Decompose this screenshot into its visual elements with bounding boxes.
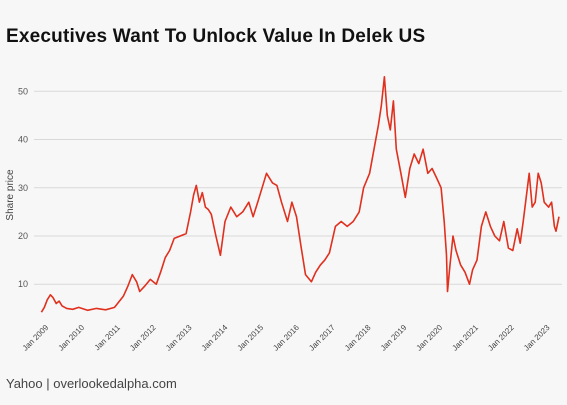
x-axis-ticks: Jan 2009 Jan 2010 Jan 2011 Jan 2012 Jan 2013… (21, 323, 552, 353)
x-tick-label: Jan 2015 (236, 323, 266, 353)
x-tick-label: Jan 2011 (93, 323, 123, 353)
x-tick-label: Jan 2018 (343, 323, 373, 353)
x-tick-label: Jan 2017 (307, 323, 337, 353)
x-tick-label: Jan 2010 (57, 323, 87, 353)
x-tick-label: Jan 2020 (415, 323, 445, 353)
y-axis-label: Share price (5, 169, 16, 221)
x-tick-label: Jan 2023 (522, 323, 552, 353)
source-credit: Yahoo | overlookedalpha.com (6, 376, 177, 391)
y-axis-ticks: 10 20 30 40 50 (18, 86, 28, 289)
y-tick-label: 10 (18, 279, 28, 289)
share-price-line (40, 76, 560, 313)
y-tick-label: 40 (18, 135, 28, 145)
y-tick-label: 20 (18, 231, 28, 241)
x-tick-label: Jan 2021 (450, 323, 480, 353)
y-tick-label: 50 (18, 86, 28, 96)
x-tick-label: Jan 2012 (128, 323, 158, 353)
x-tick-label: Jan 2019 (379, 323, 409, 353)
y-tick-label: 30 (18, 183, 28, 193)
chart-title: Executives Want To Unlock Value In Delek… (6, 26, 426, 47)
x-tick-label: Jan 2022 (486, 323, 516, 353)
x-tick-label: Jan 2009 (21, 323, 51, 353)
x-tick-label: Jan 2013 (164, 323, 194, 353)
x-tick-label: Jan 2014 (200, 323, 230, 353)
x-tick-label: Jan 2016 (271, 323, 301, 353)
gridlines (34, 90, 562, 285)
